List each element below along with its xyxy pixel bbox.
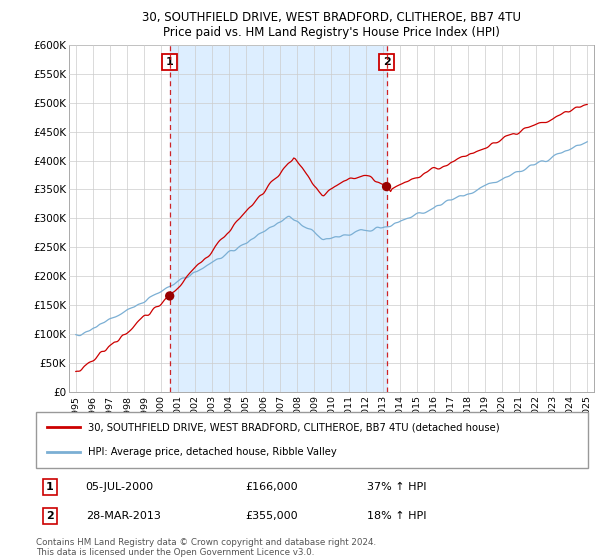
Bar	[170, 45, 386, 392]
Text: 1: 1	[166, 57, 173, 67]
Text: 18% ↑ HPI: 18% ↑ HPI	[367, 511, 427, 521]
Text: HPI: Average price, detached house, Ribble Valley: HPI: Average price, detached house, Ribb…	[88, 447, 337, 457]
Text: 05-JUL-2000: 05-JUL-2000	[86, 482, 154, 492]
Text: 1: 1	[46, 482, 53, 492]
Title: 30, SOUTHFIELD DRIVE, WEST BRADFORD, CLITHEROE, BB7 4TU
Price paid vs. HM Land R: 30, SOUTHFIELD DRIVE, WEST BRADFORD, CLI…	[142, 11, 521, 39]
Text: £355,000: £355,000	[246, 511, 298, 521]
Point	[382, 182, 391, 191]
FancyBboxPatch shape	[36, 412, 588, 468]
Text: 2: 2	[46, 511, 53, 521]
Text: 2: 2	[383, 57, 391, 67]
Text: 37% ↑ HPI: 37% ↑ HPI	[367, 482, 427, 492]
Point	[165, 291, 175, 300]
Text: 30, SOUTHFIELD DRIVE, WEST BRADFORD, CLITHEROE, BB7 4TU (detached house): 30, SOUTHFIELD DRIVE, WEST BRADFORD, CLI…	[88, 422, 500, 432]
Text: 28-MAR-2013: 28-MAR-2013	[86, 511, 161, 521]
Text: £166,000: £166,000	[246, 482, 298, 492]
Text: Contains HM Land Registry data © Crown copyright and database right 2024.
This d: Contains HM Land Registry data © Crown c…	[36, 538, 376, 557]
